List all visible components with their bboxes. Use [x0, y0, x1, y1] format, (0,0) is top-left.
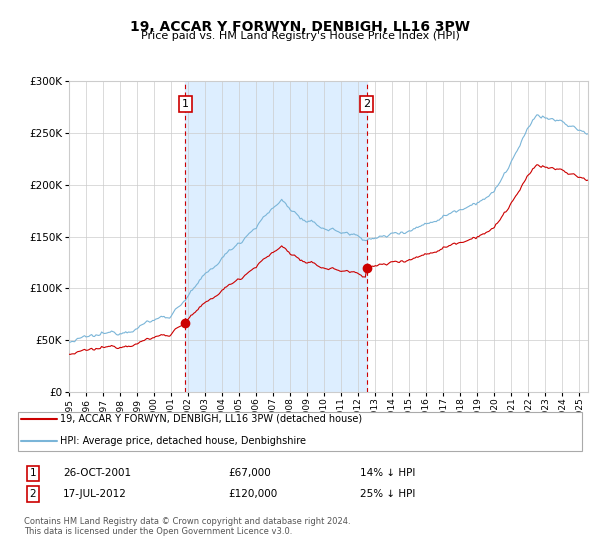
Text: HPI: Average price, detached house, Denbighshire: HPI: Average price, detached house, Denb… — [60, 436, 306, 446]
Text: 1: 1 — [29, 468, 37, 478]
Text: 26-OCT-2001: 26-OCT-2001 — [63, 468, 131, 478]
Text: £120,000: £120,000 — [228, 489, 277, 499]
Text: 19, ACCAR Y FORWYN, DENBIGH, LL16 3PW: 19, ACCAR Y FORWYN, DENBIGH, LL16 3PW — [130, 20, 470, 34]
Text: 19, ACCAR Y FORWYN, DENBIGH, LL16 3PW (detached house): 19, ACCAR Y FORWYN, DENBIGH, LL16 3PW (d… — [60, 414, 362, 424]
Text: 14% ↓ HPI: 14% ↓ HPI — [360, 468, 415, 478]
Text: Price paid vs. HM Land Registry's House Price Index (HPI): Price paid vs. HM Land Registry's House … — [140, 31, 460, 41]
Text: This data is licensed under the Open Government Licence v3.0.: This data is licensed under the Open Gov… — [24, 528, 292, 536]
Bar — [185, 81, 367, 392]
Text: Contains HM Land Registry data © Crown copyright and database right 2024.: Contains HM Land Registry data © Crown c… — [24, 517, 350, 526]
Text: £67,000: £67,000 — [228, 468, 271, 478]
Text: 1: 1 — [182, 99, 189, 109]
Text: 2: 2 — [363, 99, 370, 109]
Text: 17-JUL-2012: 17-JUL-2012 — [63, 489, 127, 499]
Text: 2: 2 — [29, 489, 37, 499]
Text: 25% ↓ HPI: 25% ↓ HPI — [360, 489, 415, 499]
